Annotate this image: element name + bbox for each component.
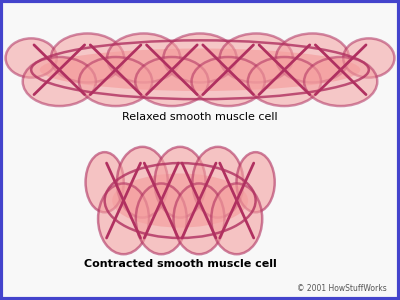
Ellipse shape	[51, 34, 124, 83]
Text: Relaxed smooth muscle cell: Relaxed smooth muscle cell	[122, 112, 278, 122]
Ellipse shape	[164, 34, 236, 83]
Ellipse shape	[136, 184, 187, 254]
Ellipse shape	[155, 147, 206, 218]
Ellipse shape	[86, 152, 124, 212]
Ellipse shape	[304, 57, 377, 106]
Ellipse shape	[23, 57, 96, 106]
Ellipse shape	[79, 57, 152, 106]
Ellipse shape	[135, 57, 208, 106]
Text: Contracted smooth muscle cell: Contracted smooth muscle cell	[84, 259, 276, 269]
Ellipse shape	[174, 184, 224, 254]
Ellipse shape	[40, 49, 360, 91]
Ellipse shape	[343, 38, 394, 78]
Ellipse shape	[192, 147, 243, 218]
Ellipse shape	[6, 38, 57, 78]
Ellipse shape	[112, 173, 248, 228]
Text: © 2001 HowStuffWorks: © 2001 HowStuffWorks	[297, 284, 387, 293]
Ellipse shape	[192, 57, 265, 106]
Ellipse shape	[211, 184, 262, 254]
Ellipse shape	[248, 57, 321, 106]
Ellipse shape	[276, 34, 349, 83]
Ellipse shape	[117, 147, 168, 218]
Ellipse shape	[220, 34, 293, 83]
Ellipse shape	[107, 34, 180, 83]
Ellipse shape	[236, 152, 275, 212]
Ellipse shape	[98, 184, 149, 254]
